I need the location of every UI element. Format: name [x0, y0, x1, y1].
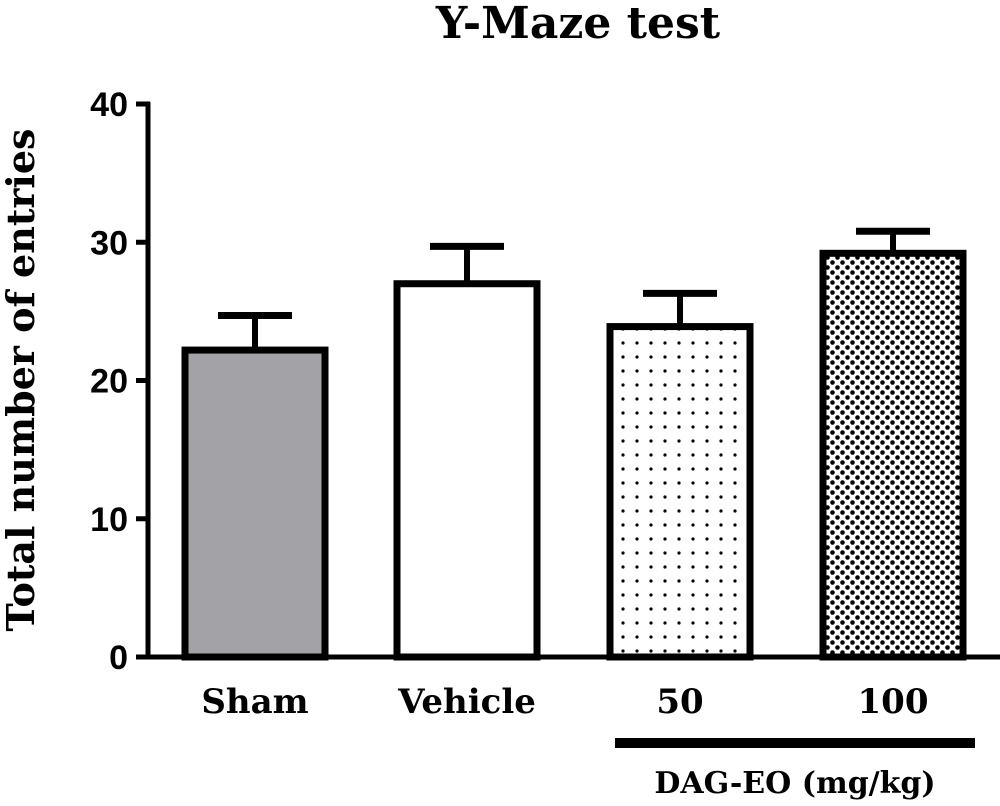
- y-tick-label: 10: [90, 501, 128, 539]
- y-tick-label: 0: [109, 639, 128, 677]
- y-axis-label: Total number of entries: [0, 129, 43, 632]
- chart-title: Y-Maze test: [435, 0, 721, 49]
- y-tick-label: 40: [90, 86, 128, 124]
- x-tick-label: 100: [858, 682, 929, 722]
- bar: [181, 346, 329, 661]
- y-tick-label: 20: [90, 363, 128, 401]
- bar: [819, 249, 967, 661]
- x-tick-label: Sham: [201, 682, 308, 722]
- x-tick-label: 50: [656, 682, 703, 722]
- y-tick-label: 30: [90, 224, 128, 262]
- bar: [606, 323, 754, 661]
- bar: [393, 280, 541, 661]
- group-label: DAG-EO (mg/kg): [654, 766, 935, 801]
- x-tick-label: Vehicle: [397, 682, 536, 722]
